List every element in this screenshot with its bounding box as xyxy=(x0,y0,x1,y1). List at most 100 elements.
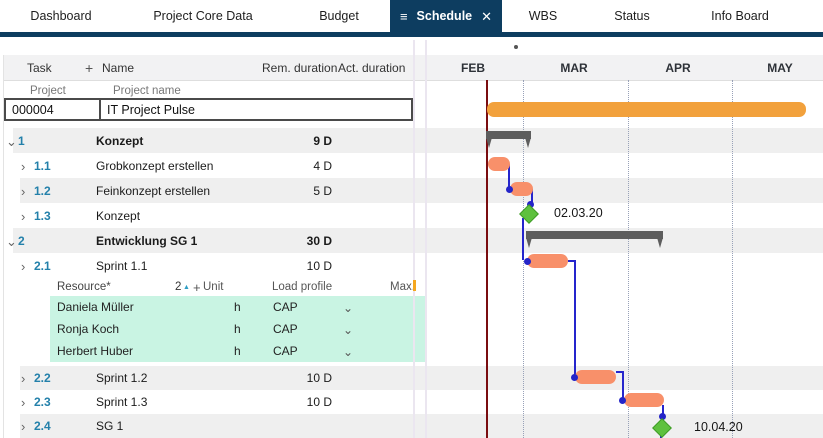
resource-row-1[interactable] xyxy=(50,296,425,318)
project-id-input[interactable] xyxy=(6,100,99,119)
connector-line-0 xyxy=(508,164,510,189)
tab-schedule-label: Schedule xyxy=(416,9,473,23)
task-row-2[interactable] xyxy=(13,228,823,253)
task-name-2.4[interactable]: SG 1 xyxy=(96,419,124,433)
task-number-2.4[interactable]: 2.4 xyxy=(34,419,51,433)
task-rem-duration-2: 30 D xyxy=(306,234,332,248)
gantt-month-label-feb: FEB xyxy=(461,61,485,75)
task-name-1.2[interactable]: Feinkonzept erstellen xyxy=(96,184,211,198)
gantt-bar-1-1[interactable] xyxy=(488,157,510,171)
column-header-name[interactable]: Name xyxy=(102,61,135,75)
task-name-2[interactable]: Entwicklung SG 1 xyxy=(96,234,198,248)
tab-status[interactable]: Status xyxy=(614,9,650,23)
gantt-gridline-2 xyxy=(732,80,733,438)
gantt-bar-1-2[interactable] xyxy=(510,182,533,196)
task-rem-duration-1: 9 D xyxy=(313,134,332,148)
load-profile-dropdown-icon[interactable]: ⌄ xyxy=(343,301,354,315)
task-number-1.3[interactable]: 1.3 xyxy=(34,209,51,223)
panel-grip-dot[interactable] xyxy=(514,45,518,49)
task-number-2.3[interactable]: 2.3 xyxy=(34,395,51,409)
project-name-input[interactable] xyxy=(101,100,411,119)
task-name-2.3[interactable]: Sprint 1.3 xyxy=(96,395,148,409)
gantt-month-label-may: MAY xyxy=(767,61,793,75)
row-chevron-icon-2.4[interactable]: › xyxy=(21,419,26,434)
resource-load-profile: CAP xyxy=(273,322,298,336)
column-header-task[interactable]: Task xyxy=(27,61,52,75)
unit-column-header[interactable]: Unit xyxy=(203,281,224,293)
tab-budget[interactable]: Budget xyxy=(319,9,359,23)
connector-dot-2 xyxy=(524,258,531,265)
task-number-2.1[interactable]: 2.1 xyxy=(34,259,51,273)
sort-asc-icon[interactable]: ▲ xyxy=(183,284,190,291)
connector-line-6 xyxy=(622,371,624,400)
add-column-button[interactable]: + xyxy=(85,60,94,76)
resource-unit: h xyxy=(234,300,241,314)
row-chevron-icon-1.2[interactable]: › xyxy=(21,184,26,199)
tab-schedule-active[interactable]: ≡ Schedule ✕ xyxy=(390,0,502,32)
gantt-month-label-mar: MAR xyxy=(560,61,588,75)
task-name-2.2[interactable]: Sprint 1.2 xyxy=(96,371,148,385)
connector-line-2 xyxy=(522,218,524,260)
gantt-bar-2-2[interactable] xyxy=(575,370,616,384)
column-resize-indicator xyxy=(413,280,416,291)
summary-bar-2[interactable] xyxy=(526,231,663,239)
project-bar[interactable] xyxy=(487,102,806,117)
sort-count-badge[interactable]: 2 xyxy=(175,281,182,293)
resource-row-3[interactable] xyxy=(50,340,425,362)
load-profile-dropdown-icon[interactable]: ⌄ xyxy=(343,323,354,337)
task-rem-duration-2.3: 10 D xyxy=(306,395,332,409)
load-profile-dropdown-icon[interactable]: ⌄ xyxy=(343,345,354,359)
task-rem-duration-2.2: 10 D xyxy=(306,371,332,385)
gantt-bar-2-3[interactable] xyxy=(624,393,664,407)
gantt-gridline-1 xyxy=(628,80,629,438)
task-name-2.1[interactable]: Sprint 1.1 xyxy=(96,259,148,273)
task-row-1[interactable] xyxy=(13,128,823,153)
summary-bar-1[interactable] xyxy=(486,131,531,139)
task-row-2.4[interactable] xyxy=(20,414,823,438)
milestone-label-2-4: 10.04.20 xyxy=(694,420,743,434)
task-name-1.1[interactable]: Grobkonzept erstellen xyxy=(96,159,214,173)
connector-dot-4 xyxy=(619,397,626,404)
column-header-act-duration[interactable]: Act. duration xyxy=(338,61,406,75)
tab-dashboard[interactable]: Dashboard xyxy=(30,9,92,23)
task-number-2.2[interactable]: 2.2 xyxy=(34,371,51,385)
task-number-2[interactable]: 2 xyxy=(18,234,25,248)
task-name-1.3[interactable]: Konzept xyxy=(96,209,141,223)
gantt-bar-2-1[interactable] xyxy=(527,254,568,268)
resource-name: Ronja Koch xyxy=(57,322,120,336)
tab-project-core-data[interactable]: Project Core Data xyxy=(153,9,253,23)
tab-wbs[interactable]: WBS xyxy=(528,9,558,23)
resource-name: Herbert Huber xyxy=(57,344,134,358)
task-row-2.2[interactable] xyxy=(20,366,823,390)
task-name-1[interactable]: Konzept xyxy=(96,134,144,148)
row-chevron-icon-2.1[interactable]: › xyxy=(21,259,26,274)
project-name-label: Project name xyxy=(113,85,181,97)
add-resource-column-button[interactable]: + xyxy=(193,280,201,295)
pane-splitter-right[interactable] xyxy=(425,40,427,438)
close-icon[interactable]: ✕ xyxy=(481,8,492,24)
task-number-1[interactable]: 1 xyxy=(18,134,25,148)
connector-dot-5 xyxy=(659,413,666,420)
pane-splitter-left[interactable] xyxy=(413,40,415,438)
resource-column-header[interactable]: Resource* xyxy=(57,281,111,293)
task-number-1.1[interactable]: 1.1 xyxy=(34,159,51,173)
row-chevron-icon-1.1[interactable]: › xyxy=(21,159,26,174)
tab-info-board[interactable]: Info Board xyxy=(711,9,769,23)
row-chevron-icon-1[interactable]: ⌄ xyxy=(6,134,17,149)
row-chevron-icon-2[interactable]: ⌄ xyxy=(6,234,17,249)
max-column-header[interactable]: Max. xyxy=(390,281,415,293)
resource-load-profile: CAP xyxy=(273,300,298,314)
row-chevron-icon-1.3[interactable]: › xyxy=(21,209,26,224)
connector-dot-3 xyxy=(571,374,578,381)
task-number-1.2[interactable]: 1.2 xyxy=(34,184,51,198)
column-header-rem-duration[interactable]: Rem. duration xyxy=(262,61,338,75)
connector-line-5 xyxy=(616,371,624,373)
task-rem-duration-1.2: 5 D xyxy=(313,184,332,198)
menu-icon[interactable]: ≡ xyxy=(400,8,408,24)
resource-row-2[interactable] xyxy=(50,318,425,340)
row-chevron-icon-2.3[interactable]: › xyxy=(21,395,26,410)
task-row-1.2[interactable] xyxy=(20,178,823,203)
row-chevron-icon-2.2[interactable]: › xyxy=(21,371,26,386)
load-profile-column-header[interactable]: Load profile xyxy=(272,281,333,293)
